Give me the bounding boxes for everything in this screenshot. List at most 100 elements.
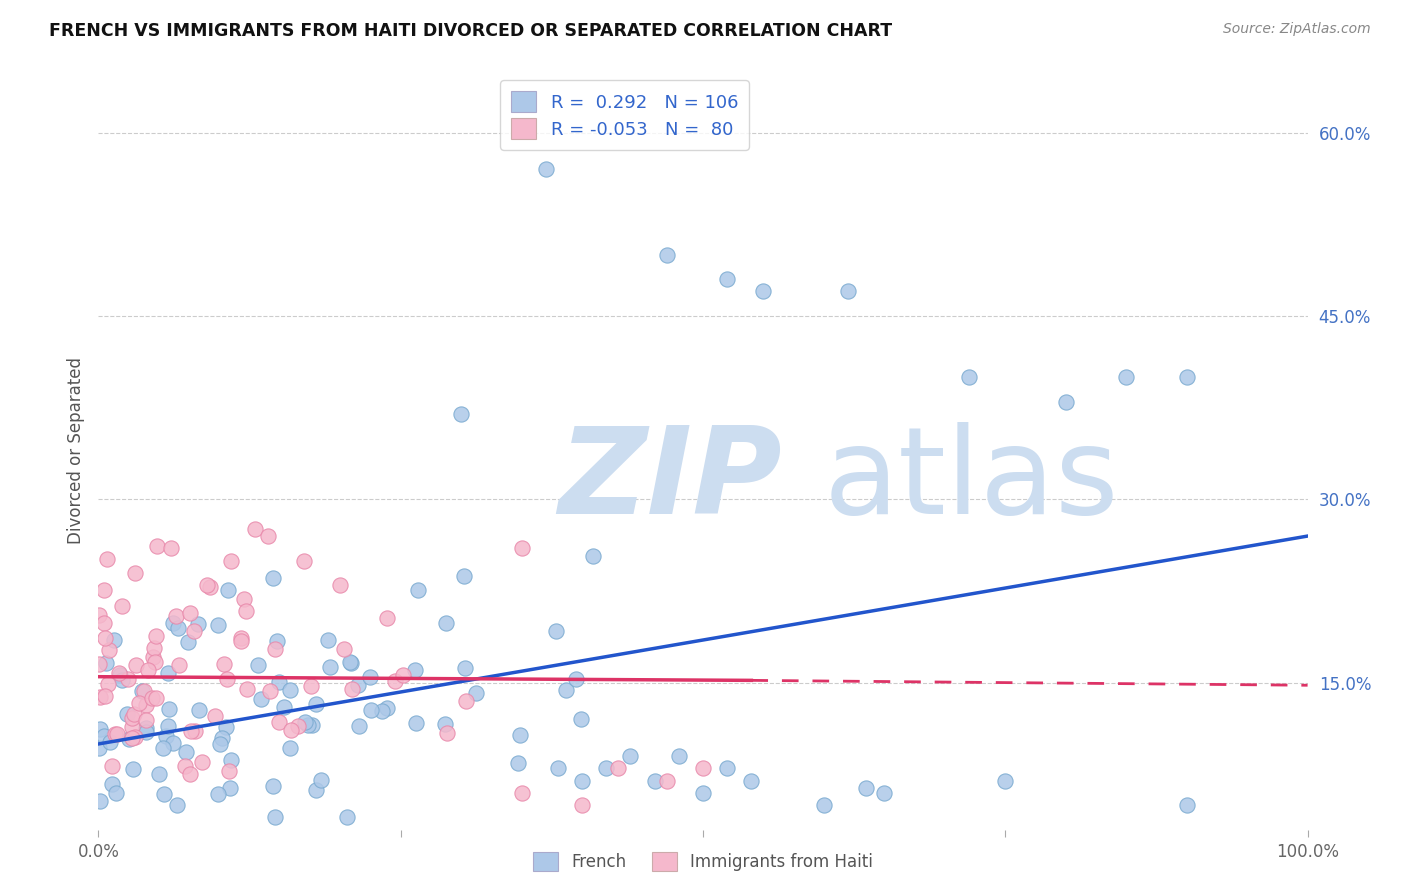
Point (87, 608, 110, 623)
Point (198, 580, 221, 594)
Point (375, 701, 398, 715)
Point (297, 718, 319, 732)
Point (1175, 798, 1198, 813)
Point (813, 798, 835, 813)
Point (250, 691, 273, 706)
Point (547, 761, 569, 775)
Point (692, 786, 714, 800)
Point (957, 370, 980, 384)
Point (716, 761, 738, 775)
Point (124, 730, 146, 744)
Point (267, 675, 290, 690)
Point (434, 717, 457, 731)
Point (93, 583, 115, 598)
Point (371, 704, 394, 718)
Point (111, 599, 134, 613)
Point (146, 539, 169, 553)
Point (121, 731, 143, 745)
Point (104, 726, 127, 740)
Point (94, 656, 117, 670)
Point (510, 541, 533, 556)
Point (183, 624, 205, 638)
Point (87, 657, 110, 672)
Point (453, 568, 475, 582)
Point (115, 706, 138, 721)
Text: atlas: atlas (824, 422, 1119, 540)
Point (207, 618, 229, 632)
Point (454, 694, 477, 708)
Point (131, 684, 153, 698)
Point (148, 767, 170, 781)
Point (180, 723, 202, 738)
Point (221, 553, 243, 567)
Point (340, 656, 363, 670)
Point (167, 621, 190, 635)
Point (166, 797, 188, 812)
Point (339, 655, 361, 669)
Point (510, 786, 533, 800)
Point (122, 706, 145, 721)
Point (292, 553, 315, 567)
Point (405, 716, 427, 731)
Point (219, 753, 242, 767)
Point (384, 673, 406, 688)
Point (142, 640, 165, 655)
Point (267, 715, 290, 730)
Point (318, 632, 340, 647)
Point (692, 761, 714, 775)
Point (101, 777, 124, 791)
Point (94, 631, 117, 645)
Point (108, 665, 131, 680)
Point (104, 786, 127, 800)
Point (98, 643, 121, 657)
Point (96, 552, 118, 566)
Point (169, 658, 191, 673)
Point (155, 730, 177, 744)
Point (209, 737, 232, 751)
Point (346, 678, 368, 692)
Point (121, 711, 143, 725)
Point (162, 616, 184, 631)
Point (534, 162, 557, 177)
Point (145, 629, 167, 643)
Point (264, 810, 287, 824)
Point (294, 715, 316, 730)
Point (375, 611, 398, 625)
Point (157, 666, 180, 681)
Legend: R =  0.292   N = 106, R = -0.053   N =  80: R = 0.292 N = 106, R = -0.053 N = 80 (501, 80, 749, 150)
Point (235, 604, 257, 618)
Point (93, 615, 115, 630)
Point (464, 686, 486, 700)
Point (195, 578, 218, 592)
Point (142, 650, 165, 665)
Point (214, 657, 236, 672)
Text: Source: ZipAtlas.com: Source: ZipAtlas.com (1223, 22, 1371, 37)
Point (157, 702, 180, 716)
Point (855, 780, 877, 795)
Point (508, 756, 530, 770)
Point (176, 745, 198, 759)
Point (179, 766, 201, 780)
Point (243, 522, 266, 536)
Point (207, 787, 229, 801)
Point (217, 583, 239, 598)
Point (211, 731, 233, 745)
Point (336, 810, 359, 824)
Point (329, 578, 352, 592)
Point (309, 773, 332, 788)
Point (359, 670, 381, 684)
Text: FRENCH VS IMMIGRANTS FROM HAITI DIVORCED OR SEPARATED CORRELATION CHART: FRENCH VS IMMIGRANTS FROM HAITI DIVORCED… (49, 22, 893, 40)
Point (873, 786, 896, 800)
Point (105, 727, 128, 741)
Point (101, 759, 124, 773)
Point (434, 615, 457, 630)
Point (619, 749, 641, 764)
Point (135, 725, 157, 739)
Point (1175, 370, 1198, 384)
Point (219, 781, 242, 796)
Point (752, 285, 775, 299)
Point (141, 691, 163, 706)
Point (668, 749, 690, 764)
Point (256, 529, 278, 543)
Point (716, 272, 738, 286)
